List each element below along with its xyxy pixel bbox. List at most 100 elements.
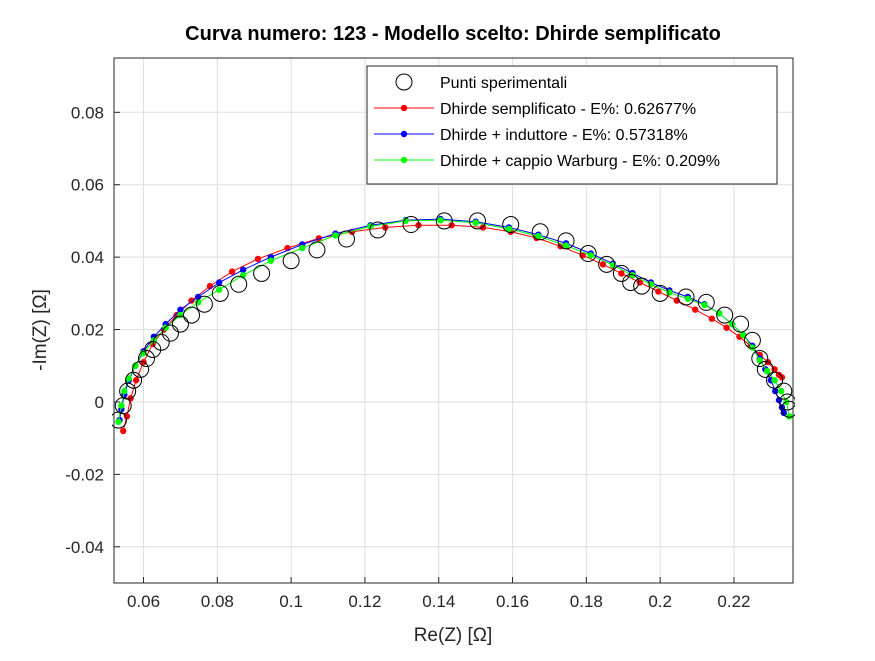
plot-frame	[113, 57, 794, 584]
experimental-point	[132, 360, 150, 378]
series-point	[177, 306, 184, 313]
experimental-point	[137, 350, 155, 368]
y-tick-label: 0	[95, 393, 104, 412]
series-point	[415, 222, 422, 229]
series-point	[629, 272, 636, 279]
legend-marker	[400, 156, 408, 164]
series-point	[587, 252, 594, 259]
x-tick-label: 0.14	[422, 592, 455, 611]
series-point	[299, 244, 306, 252]
series-1	[112, 212, 795, 429]
experimental-point	[161, 324, 179, 342]
series-point	[692, 306, 699, 313]
chart-title: Curva numero: 123 - Modello scelto: Dhir…	[185, 23, 721, 45]
legend-marker	[395, 73, 413, 91]
y-tick-label: 0.08	[71, 103, 104, 122]
y-tick-label: 0.02	[71, 321, 104, 340]
series-point	[562, 242, 570, 249]
series-point	[177, 311, 184, 319]
series-point	[115, 418, 122, 426]
experimental-point	[144, 340, 162, 358]
experimental-point	[697, 293, 715, 311]
x-tick-label: 0.06	[127, 592, 160, 611]
series-point	[786, 413, 793, 420]
series-point	[402, 217, 409, 225]
y-tick-label: 0.04	[71, 248, 104, 267]
experimental-point	[253, 264, 271, 282]
series-point	[120, 427, 127, 435]
series-point	[194, 293, 202, 301]
experimental-point	[751, 350, 769, 368]
series-point	[437, 217, 444, 224]
experimental-point	[171, 315, 189, 333]
experimental-point	[677, 288, 695, 306]
series-point	[684, 295, 692, 302]
experimental-point	[531, 223, 549, 241]
y-axis-label: -Im(Z) [Ω]	[30, 289, 51, 371]
series-point	[599, 261, 607, 268]
series-point	[708, 315, 716, 322]
series-point	[771, 366, 778, 373]
experimental-point	[633, 277, 651, 295]
series-point	[254, 255, 262, 263]
series-point	[771, 377, 778, 384]
legend-label: Dhirde + induttore - E%: 0.57318%	[440, 127, 688, 144]
experimental-point	[775, 382, 793, 400]
legend-label: Punti sperimentali	[440, 75, 567, 92]
series-point	[132, 362, 139, 369]
experimental-point	[435, 212, 453, 230]
series-point	[505, 225, 513, 233]
x-tick-label: 0.08	[201, 592, 234, 611]
legend-item: Dhirde + induttore - E%: 0.57318%	[374, 127, 688, 144]
x-tick-label: 0.22	[717, 592, 750, 611]
series-point	[267, 257, 275, 264]
experimental-point	[579, 245, 597, 263]
legend-label: Dhirde semplificato - E%: 0.62677%	[440, 101, 696, 118]
series-point	[535, 232, 542, 240]
y-tick-label: 0.06	[71, 176, 104, 195]
series-4	[115, 217, 793, 426]
series-point	[228, 268, 236, 275]
series-point	[723, 324, 730, 331]
y-tick-label: -0.02	[65, 465, 104, 484]
experimental-point	[502, 216, 520, 234]
series-point	[194, 299, 202, 306]
legend-label: Dhirde + cappio Warburg - E%: 0.209%	[440, 153, 720, 170]
experimental-point	[732, 315, 750, 333]
x-tick-label: 0.18	[570, 592, 603, 611]
x-tick-label: 0.16	[496, 592, 529, 611]
series-point	[123, 413, 131, 420]
legend-marker	[400, 130, 408, 138]
legend-item: Punti sperimentali	[395, 73, 567, 92]
series-layer	[112, 212, 795, 435]
experimental-point	[756, 360, 774, 378]
experimental-point	[402, 216, 420, 234]
legend: Punti sperimentali Dhirde semplificato - …	[366, 65, 778, 185]
experimental-point	[337, 230, 355, 248]
x-tick-label: 0.12	[348, 592, 381, 611]
series-point	[777, 387, 785, 395]
experimental-point	[557, 232, 575, 250]
legend-marker	[400, 104, 408, 112]
axis-ticks: 0.06 0.08 0.1 0.12 0.14 0.16 0.18 0.2 0.22 -0.04 -…	[65, 103, 750, 611]
x-tick-label: 0.1	[279, 592, 303, 611]
series-point	[609, 261, 617, 269]
x-axis-label: Re(Z) [Ω]	[414, 625, 493, 646]
experimental-point	[230, 275, 248, 293]
experimental-point	[780, 400, 795, 418]
experimental-point	[766, 371, 784, 389]
series-point	[332, 232, 339, 239]
experimental-point	[282, 252, 300, 270]
experimental-point	[182, 306, 200, 324]
experimental-point	[778, 393, 795, 411]
series-point	[701, 301, 708, 309]
series-point	[749, 344, 756, 351]
series-point	[780, 409, 787, 417]
legend-item: Dhirde + cappio Warburg - E%: 0.209%	[374, 153, 720, 170]
experimental-point	[152, 333, 170, 351]
experimental-point	[195, 295, 213, 313]
series-point	[188, 297, 195, 304]
experimental-point	[369, 221, 387, 239]
experimental-point	[119, 382, 137, 400]
